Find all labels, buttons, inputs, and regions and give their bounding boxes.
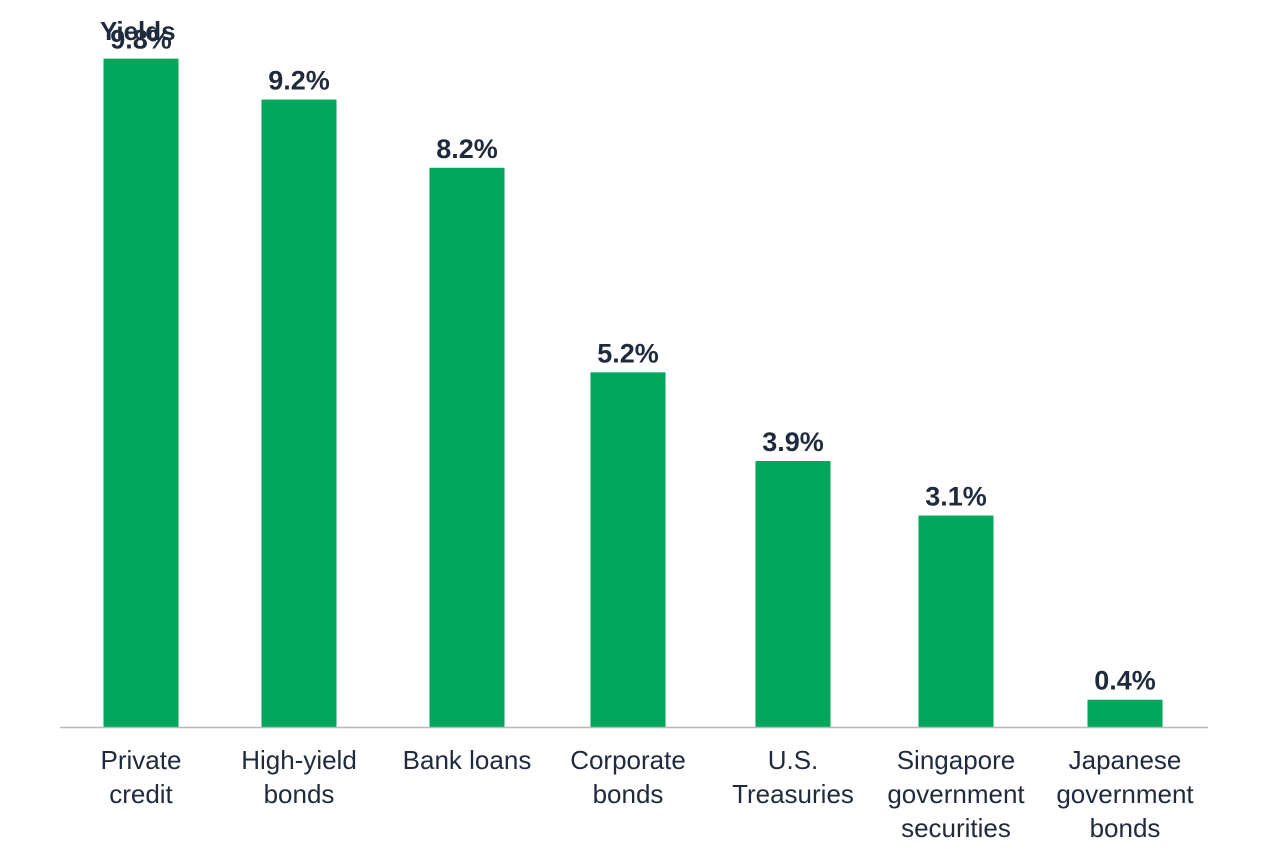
category-label-line: government [887,779,1025,809]
category-label: U.S. Treasuries [732,745,854,809]
bars-group [103,58,1163,727]
category-label-line: Japanese [1069,745,1182,775]
category-label-line: Private [101,745,182,775]
bar-value-label: 9.2% [268,66,330,96]
category-label-line: Corporate [570,745,686,775]
bar [918,515,994,727]
bar-value-label: 5.2% [597,338,659,368]
bar [429,167,505,727]
category-label: Private credit [101,745,182,809]
bar-value-label: 9.8% [110,25,172,55]
category-label-line: Bank loans [403,745,532,775]
category-label-line: bonds [1090,813,1161,843]
category-label-line: credit [109,779,173,809]
category-label: Corporate bonds [570,745,686,809]
category-label: High-yield bonds [241,745,357,809]
bar [590,372,666,727]
bar [103,58,179,727]
bar [261,99,337,727]
bar-value-label: 8.2% [436,134,498,164]
category-label-line: government [1056,779,1194,809]
category-label-line: bonds [593,779,664,809]
category-label: Bank loans [403,745,532,775]
category-label: Japanese government bonds [1056,745,1194,843]
category-label-line: Singapore [897,745,1016,775]
chart-title: Yields [100,16,176,46]
category-labels-group: Private credit High-yield bonds Bank loans Co… [101,745,1195,843]
bar [755,461,831,727]
category-label-line: High-yield [241,745,357,775]
category-label: Singapore government securities [887,745,1025,843]
value-labels-group: 9.8% 9.2% 8.2% 5.2% 3.9% 3.1% 0.4% [110,25,1156,696]
bar-value-label: 3.9% [762,427,824,457]
category-label-line: bonds [264,779,335,809]
category-label-line: U.S. [768,745,819,775]
bar-value-label: 0.4% [1094,666,1156,696]
category-label-line: securities [901,813,1011,843]
bar [1087,699,1163,727]
bar-value-label: 3.1% [925,482,987,512]
category-label-line: Treasuries [732,779,854,809]
